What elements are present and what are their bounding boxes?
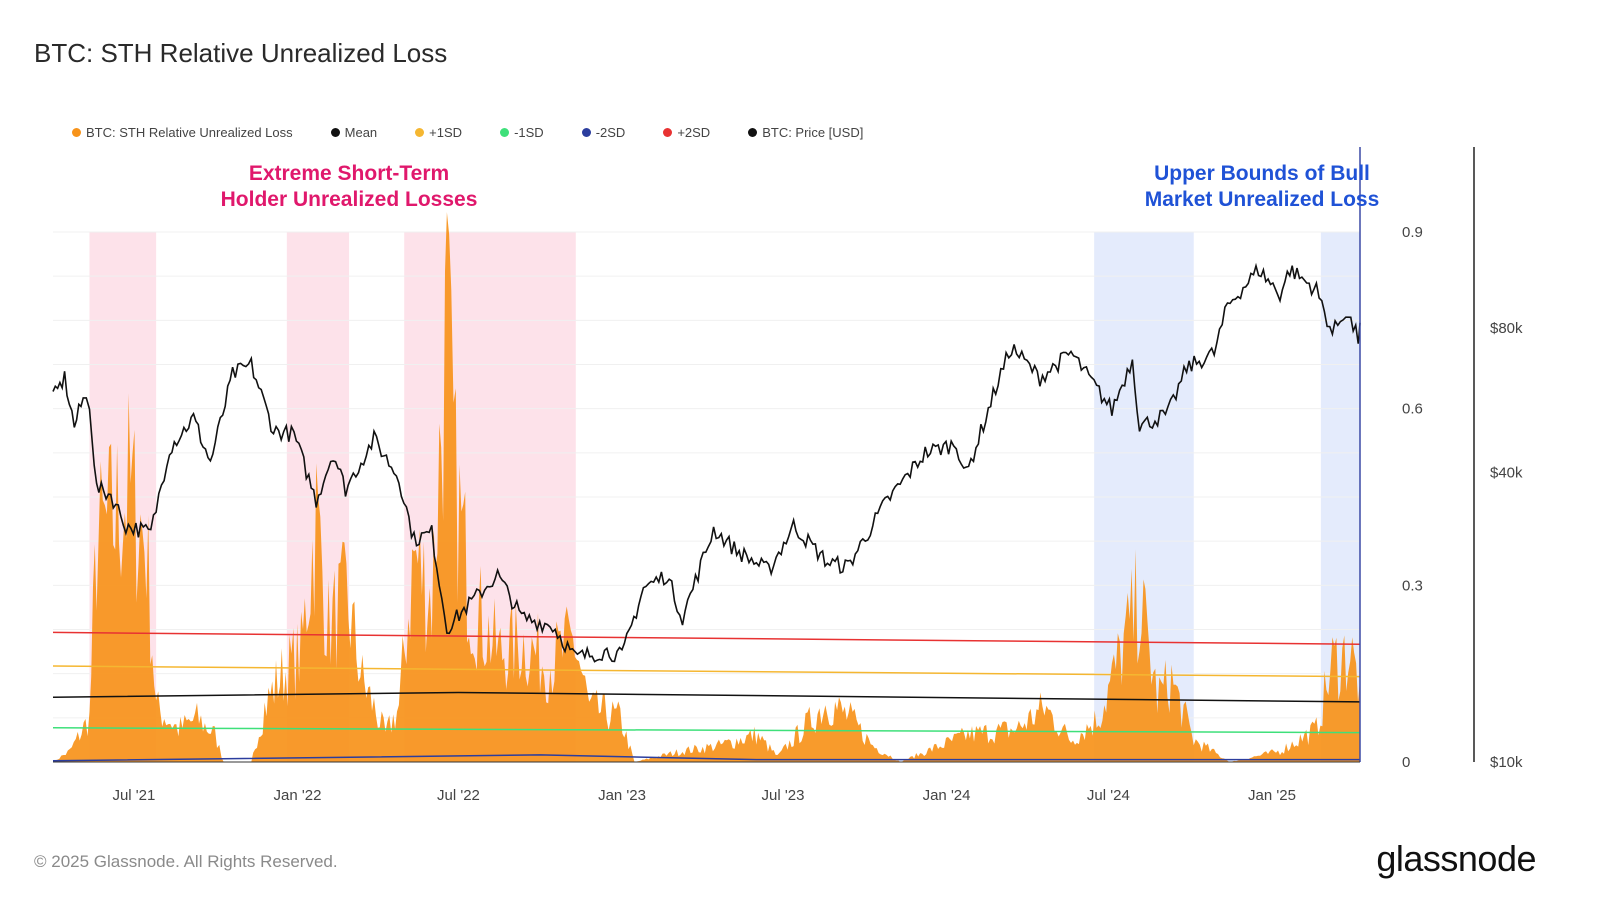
x-tick-label: Jan '23 [598,787,646,804]
legend-item-plus-1sd[interactable]: +1SD [415,125,462,140]
legend-item-plus-2sd[interactable]: +2SD [663,125,710,140]
y-tick-label: 0.6 [1402,401,1423,418]
x-tick-label: Jul '22 [437,787,480,804]
legend-label: BTC: Price [USD] [762,125,864,140]
band-line-1sd [52,665,1361,678]
legend-label: -1SD [514,125,544,140]
legend-item-btc-price[interactable]: BTC: Price [USD] [748,125,863,140]
btc-price-line [52,262,1361,663]
band-line-2sd [52,631,1361,645]
band-line-2sd [52,754,1360,762]
legend-dot-icon [748,128,758,137]
legend-dot-icon [330,128,340,137]
band-line-1sd [52,727,1361,734]
legend-label: BTC: STH Relative Unrealized Loss [86,125,293,140]
y-tick-label: 0.9 [1402,224,1423,241]
x-tick-label: Jan '24 [923,787,971,804]
y-tick-label: 0 [1402,754,1410,771]
legend-label: Mean [344,125,378,140]
legend-dot-icon [663,128,673,137]
legend-label: -2SD [595,125,626,140]
annotation-right-line2: Market Unrealized Loss [1145,188,1380,211]
legend-label: +1SD [429,125,463,140]
glassnode-logo[interactable]: glassnode [1376,838,1536,879]
legend-item-mean[interactable]: Mean [330,125,378,140]
annotation-left-line1: Extreme Short-Term [249,162,449,185]
legend-item-minus-2sd[interactable]: -2SD [581,125,626,140]
y-tick-label: 0.3 [1402,577,1423,594]
price-tick-label: $10k [1490,754,1523,771]
annotation-right-line1: Upper Bounds of Bull [1154,162,1370,185]
annotation-left-line2: Holder Unrealized Losses [221,188,478,211]
legend-dot-icon [415,128,425,137]
price-tick-label: $80k [1490,320,1523,337]
x-tick-label: Jul '21 [112,787,155,804]
legend-dot-icon [72,128,81,137]
legend-item-sth-loss[interactable]: BTC: STH Relative Unrealized Loss [72,125,293,140]
x-tick-label: Jul '23 [762,787,805,804]
chart-title: BTC: STH Relative Unrealized Loss [34,38,448,68]
copyright-text: © 2025 Glassnode. All Rights Reserved. [34,852,338,871]
price-tick-label: $40k [1490,465,1523,482]
x-tick-label: Jul '24 [1087,787,1130,804]
legend-dot-icon [581,128,591,137]
band-line-mean [52,691,1361,703]
x-tick-label: Jan '25 [1248,787,1296,804]
chart-legend: BTC: STH Relative Unrealized Loss Mean +… [72,125,901,140]
x-tick-label: Jan '22 [274,787,322,804]
legend-dot-icon [500,128,510,137]
legend-label: +2SD [677,125,711,140]
legend-item-minus-1sd[interactable]: -1SD [500,125,544,140]
